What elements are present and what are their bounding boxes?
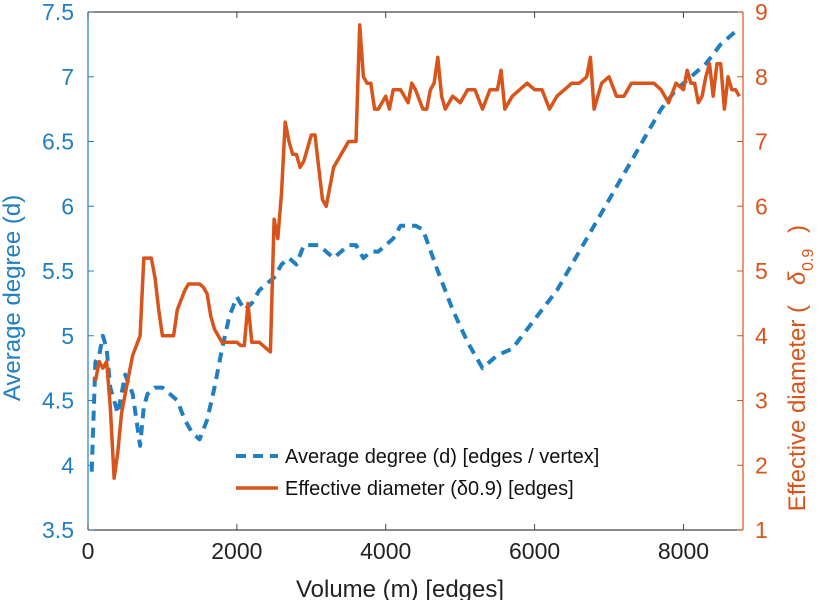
x-axis-label: Volume (m) [edges]: [296, 576, 504, 600]
y-tick-label-right: 9: [755, 0, 768, 25]
y-tick-label-right: 7: [755, 129, 768, 155]
legend-label-effective-diameter: Effective diameter (δ0.9) [edges]: [285, 478, 574, 500]
svg-text:Effective diameter (: Effective diameter (: [784, 305, 811, 511]
svg-text:δ: δ: [784, 271, 811, 285]
x-tick-label: 6000: [509, 538, 560, 564]
y-tick-label-left: 4.5: [42, 388, 74, 414]
y-tick-label-right: 6: [755, 193, 768, 219]
y-tick-label-left: 6.5: [42, 129, 74, 155]
x-tick-label: 8000: [658, 538, 709, 564]
y-axis-label-right: Effective diameter ( δ 0.9 ): [784, 225, 817, 511]
svg-text:): ): [784, 225, 811, 233]
x-tick-label: 0: [82, 538, 95, 564]
y-tick-label-right: 5: [755, 258, 768, 284]
y-tick-label-left: 5.5: [42, 258, 74, 284]
y-tick-label-left: 6: [61, 193, 74, 219]
x-tick-label: 2000: [211, 538, 262, 564]
svg-text:0.9: 0.9: [800, 249, 817, 271]
y-axis-label-left: Average degree (d): [0, 195, 26, 401]
legend-label-average-degree: Average degree (d) [edges / vertex]: [285, 446, 599, 468]
series-line-effective-diameter: [93, 23, 741, 480]
y-tick-label-left: 7.5: [42, 0, 74, 25]
y-tick-label-right: 8: [755, 64, 768, 90]
y-tick-label-right: 1: [755, 517, 768, 543]
y-tick-label-left: 3.5: [42, 517, 74, 543]
y-tick-label-right: 2: [755, 452, 768, 478]
y-tick-label-right: 3: [755, 388, 768, 414]
legend: Average degree (d) [edges / vertex] Effe…: [236, 446, 599, 500]
x-tick-label: 4000: [360, 538, 411, 564]
y-tick-label-right: 4: [755, 323, 768, 349]
y-tick-label-left: 5: [61, 323, 74, 349]
y-tick-label-left: 4: [61, 452, 74, 478]
series-line-average-degree: [89, 29, 737, 472]
y-tick-label-left: 7: [61, 64, 74, 90]
